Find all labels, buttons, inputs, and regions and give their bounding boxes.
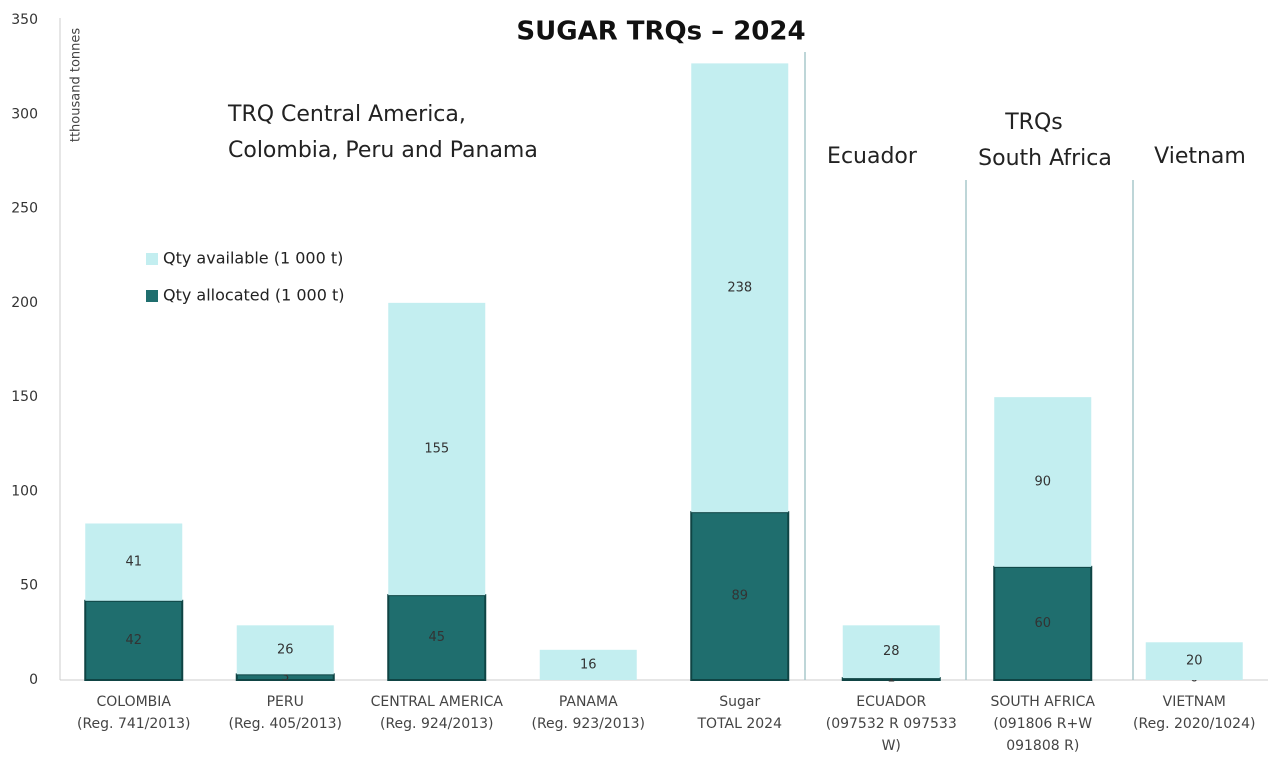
x-tick-label: (Reg. 2020/1024)	[1133, 716, 1255, 732]
x-tick-label: (097532 R 097533	[826, 716, 957, 732]
x-tick-label: (091806 R+W	[993, 716, 1092, 732]
legend-swatch	[146, 290, 158, 302]
bar-segment	[691, 63, 789, 513]
bar-segment	[994, 397, 1092, 567]
annotation: Colombia, Peru and Panama	[228, 138, 538, 163]
y-tick-label: 200	[11, 295, 38, 311]
chart-title: SUGAR TRQs – 2024	[516, 17, 805, 47]
annotation: Vietnam	[1154, 144, 1246, 169]
x-tick-label: SOUTH AFRICA	[990, 694, 1095, 710]
bar-segment	[993, 565, 1093, 681]
x-tick-label: TOTAL 2024	[697, 716, 783, 732]
bar-segment	[236, 625, 334, 675]
value-label: 16	[580, 657, 597, 672]
x-tick-label: W)	[882, 738, 901, 754]
value-label: 26	[277, 642, 294, 657]
bar-segment	[388, 302, 486, 596]
x-tick-label: Sugar	[719, 694, 760, 710]
x-tick-label: (Reg. 924/2013)	[380, 716, 494, 732]
value-label: 238	[727, 280, 752, 295]
y-tick-label: 350	[11, 12, 38, 28]
value-label: 89	[731, 589, 748, 604]
annotation: TRQ Central America,	[227, 102, 466, 127]
bar-segment	[842, 625, 940, 679]
y-tick-label: 150	[11, 389, 38, 405]
value-label: 41	[125, 555, 142, 570]
value-label: 90	[1034, 475, 1051, 490]
bar-segment	[387, 594, 487, 682]
y-tick-label: 100	[11, 483, 38, 499]
annotation: South Africa	[978, 146, 1112, 171]
value-label: 45	[428, 630, 445, 645]
y-axis-label: tthousand tonnes	[69, 28, 84, 143]
bar-segment	[690, 511, 790, 682]
annotation: TRQs	[1004, 110, 1063, 135]
x-tick-label: (Reg. 741/2013)	[77, 716, 191, 732]
x-tick-label: CENTRAL AMERICA	[371, 694, 504, 710]
bar-segment	[85, 523, 183, 601]
legend-swatch	[146, 253, 158, 265]
value-label: 20	[1186, 654, 1203, 669]
x-tick-label: (Reg. 923/2013)	[532, 716, 646, 732]
x-tick-label: (Reg. 405/2013)	[229, 716, 343, 732]
x-tick-label: PANAMA	[559, 694, 618, 710]
bar-segment	[84, 599, 184, 681]
y-tick-label: 50	[20, 578, 38, 594]
annotation: Ecuador	[827, 144, 918, 169]
value-label: 42	[125, 633, 142, 648]
x-tick-label: ECUADOR	[856, 694, 926, 710]
x-tick-label: 091808 R)	[1006, 738, 1079, 754]
x-tick-label: COLOMBIA	[96, 694, 171, 710]
y-tick-label: 300	[11, 106, 38, 122]
y-tick-label: 250	[11, 201, 38, 217]
x-tick-label: PERU	[267, 694, 304, 710]
value-label: 3	[281, 670, 289, 685]
legend-label: Qty available (1 000 t)	[163, 249, 343, 268]
x-tick-label: VIETNAM	[1163, 694, 1226, 710]
bar-segment	[1145, 642, 1243, 680]
value-label: 28	[883, 644, 900, 659]
legend-label: Qty allocated (1 000 t)	[163, 286, 345, 305]
value-label: 155	[424, 442, 449, 457]
value-label: 60	[1034, 616, 1051, 631]
y-tick-label: 0	[29, 672, 38, 688]
bar-segment	[539, 649, 637, 680]
